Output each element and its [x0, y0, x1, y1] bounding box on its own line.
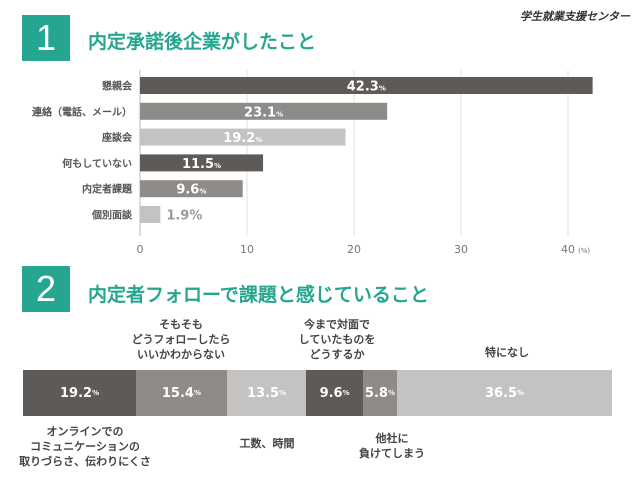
segment-value-label: 9.6: [319, 385, 343, 401]
x-tick-label: 30: [454, 243, 468, 256]
category-label: 懇親会: [102, 80, 132, 93]
segment-value-unit: %: [342, 389, 350, 397]
data-label: 1.9%: [166, 209, 202, 224]
stack-segment: 36.5%: [397, 370, 612, 416]
data-label: 23.1%: [244, 105, 283, 120]
segment-annotation: 工数、時間: [239, 437, 295, 450]
section-number-2: 2: [22, 266, 70, 312]
segment-value-unit: %: [92, 389, 100, 397]
x-tick-label: 0: [137, 243, 144, 256]
data-label: 42.3%: [347, 80, 386, 95]
segment-annotation: 今まで対面で していたものを どうするか: [298, 318, 376, 361]
bar: [140, 154, 264, 172]
x-tick-label: 20: [347, 243, 361, 256]
segment-annotation: オンラインでの コミュニケーションの 取りづらさ、伝わりにくさ: [19, 425, 151, 468]
data-label: 19.2%: [223, 131, 262, 146]
segment-annotation: 特になし: [485, 346, 529, 359]
segment-value-label: 19.2: [60, 385, 93, 401]
category-label: 個別面談: [91, 209, 133, 222]
segment-value-unit: %: [193, 389, 201, 397]
stack-segment: 19.2%: [23, 370, 137, 416]
category-label: 連絡（電話、メール）: [32, 105, 132, 118]
x-axis-unit: (%): [578, 247, 590, 255]
bar: [140, 128, 346, 146]
brand-logo-text: 学生就業支援センター: [520, 10, 630, 23]
segment-value-label: 15.4: [161, 385, 194, 401]
segment-value-unit: %: [387, 389, 395, 397]
data-label: 9.6%: [176, 183, 206, 198]
bar: [140, 180, 243, 198]
segment-annotation: そもそも どうフォローしたら いいかわからない: [131, 318, 231, 361]
stacked-percentage-bar: 19.2% 15.4% 13.5% 9.6% 5.8% 36.5%: [23, 370, 612, 416]
segment-value-unit: %: [279, 389, 287, 397]
segment-value-label: 36.5: [484, 385, 518, 401]
bar: [140, 206, 161, 223]
horizontal-bar-chart: 懇親会 42.3% 連絡（電話、メール） 23.1% 座談会 19.2% 何もしていない 11…: [32, 70, 593, 256]
x-tick-label: 10: [240, 243, 254, 256]
section-title-1: 内定承諾後企業がしたこと: [88, 31, 317, 53]
section-title-2: 内定者フォローで課題と感じていること: [88, 284, 429, 306]
stack-segment: 5.8%: [362, 370, 398, 416]
segment-annotation: 他社に 負けてしまう: [359, 432, 425, 460]
segment-value-label: 5.8: [364, 385, 388, 401]
segment-value-label: 13.5: [247, 385, 280, 401]
bar: [140, 102, 388, 120]
bar: [140, 77, 593, 94]
category-label: 座談会: [101, 131, 132, 144]
section-number-1: 1: [22, 15, 70, 61]
stack-segment: 9.6%: [306, 370, 363, 416]
stack-segment: 15.4%: [136, 370, 227, 416]
x-tick-label: 40: [561, 243, 575, 256]
category-label: 内定者課題: [82, 183, 133, 196]
segment-value-unit: %: [517, 389, 525, 397]
category-label: 何もしていない: [62, 157, 132, 170]
data-label: 11.5%: [182, 157, 221, 172]
stack-segment: 13.5%: [226, 370, 307, 416]
